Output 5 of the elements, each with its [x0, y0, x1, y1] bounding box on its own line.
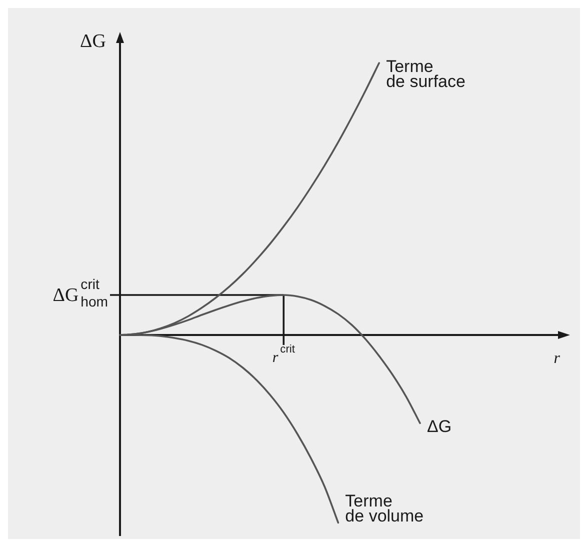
y-axis-title: ΔG	[80, 31, 106, 52]
series-label: Terme de volume	[345, 492, 424, 526]
series-label: ΔG	[427, 417, 452, 436]
series-label: Terme de surface	[386, 57, 466, 92]
x-axis-title: r	[554, 350, 561, 367]
